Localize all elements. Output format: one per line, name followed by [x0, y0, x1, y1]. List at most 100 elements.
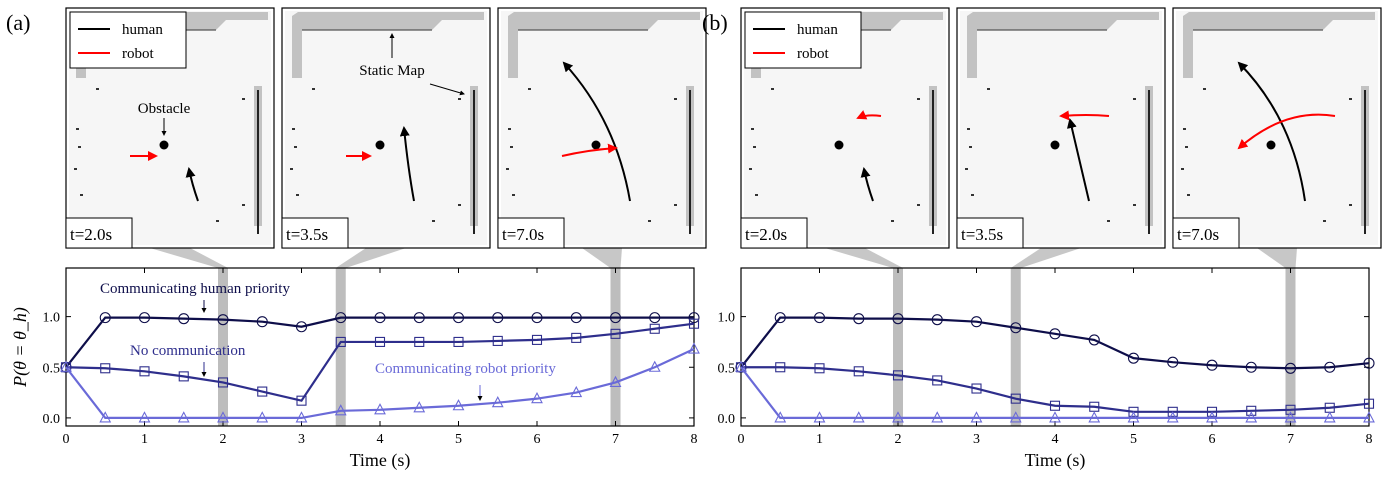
time-label-box [65, 217, 133, 249]
x-tick-label: 5 [455, 432, 462, 447]
data-point-circle [1010, 322, 1022, 334]
snapshot-connector [150, 248, 228, 268]
robot-trajectory [856, 110, 882, 120]
series-label: Communicating robot priority [375, 361, 556, 377]
data-point-circle [892, 313, 904, 325]
map-scan-point [755, 194, 758, 196]
map-wall-top [292, 12, 484, 78]
data-point-triangle [1009, 411, 1022, 423]
data-point-triangle [774, 411, 787, 423]
map-scan-point [506, 168, 509, 170]
legend-robot-label: robot [122, 46, 154, 62]
legend-human-label: human [122, 22, 163, 38]
legend-box [69, 11, 187, 69]
x-tick-label: 2 [895, 432, 902, 447]
map-scan-point [891, 220, 894, 222]
legend-human-label: human [797, 22, 838, 38]
map-scan-point [1187, 194, 1190, 196]
data-point-triangle [1127, 411, 1140, 423]
data-point-circle [1127, 352, 1140, 364]
y-tick-label: 0.0 [43, 412, 61, 427]
data-point-triangle [217, 411, 229, 423]
data-point-triangle [688, 342, 700, 354]
data-point-triangle [413, 401, 426, 413]
x-tick-label: 5 [1130, 432, 1137, 447]
snapshot-b-1: t=3.5s [956, 7, 1166, 249]
map-scan-point [74, 168, 77, 170]
data-point-triangle [931, 411, 944, 423]
data-point-square [1167, 406, 1178, 417]
data-point-circle [1324, 361, 1336, 373]
time-label: t=7.0s [502, 225, 544, 244]
time-label-box [956, 217, 1024, 249]
map-scan-point [510, 146, 513, 148]
x-tick-label: 4 [377, 432, 384, 447]
data-point-circle [1284, 362, 1297, 374]
map-scan-point [749, 168, 752, 170]
data-point-circle [688, 312, 700, 324]
time-label-box [1172, 217, 1240, 249]
x-tick-label: 7 [1287, 432, 1294, 447]
map-scan-point [76, 128, 79, 130]
map-scan-point [753, 146, 756, 148]
static-map-annotation: Static Map [359, 63, 424, 79]
map-scan-point [296, 194, 299, 196]
data-point-circle [335, 312, 347, 324]
time-label-box [740, 217, 808, 249]
snapshot-b-0: t=2.0s human robot [740, 7, 950, 249]
panel-label: (b) [702, 10, 728, 35]
series-line-square [741, 366, 1370, 413]
map-scan-point [674, 204, 677, 206]
data-point-triangle [334, 404, 347, 416]
data-point-square [971, 383, 982, 394]
data-point-square [932, 375, 943, 386]
human-trajectory [562, 61, 631, 202]
data-point-triangle [1245, 411, 1258, 423]
annotations-a: Obstacle Static Map [138, 33, 465, 136]
x-tick-label: 8 [1366, 432, 1373, 447]
human-trajectory [399, 126, 415, 202]
map-scan-point [917, 98, 920, 100]
map-scan-point [512, 194, 515, 196]
map-scan-point [508, 128, 511, 130]
map-scan-point [969, 146, 972, 148]
snapshot-b-2: t=7.0s [1172, 7, 1382, 249]
map-scan-point [1133, 98, 1136, 100]
x-axis-label: Time (s) [1025, 450, 1086, 471]
x-tick-label: 6 [1209, 432, 1216, 447]
time-label: t=2.0s [745, 225, 787, 244]
data-point-square [531, 334, 543, 345]
data-point-square [374, 336, 386, 347]
data-point-circle [138, 312, 151, 324]
x-tick-label: 4 [1052, 432, 1059, 447]
x-tick-label: 1 [816, 432, 823, 447]
snapshot-connector [1257, 248, 1297, 268]
map-scan-point [290, 168, 293, 170]
data-point-triangle [970, 411, 983, 423]
x-tick-label: 1 [141, 432, 148, 447]
data-point-triangle [491, 396, 504, 408]
snapshot-frame [497, 7, 707, 249]
data-point-square [1206, 406, 1218, 417]
map-scan-point [242, 98, 245, 100]
time-highlight-bar [1010, 268, 1021, 426]
map-scan-point [1185, 146, 1188, 148]
data-point-triangle [570, 385, 583, 398]
data-point-square [217, 377, 229, 388]
data-point-circle [774, 312, 786, 324]
data-point-circle [1206, 359, 1218, 371]
data-point-square [1049, 400, 1061, 411]
data-point-circle [970, 316, 983, 328]
obstacle-dot [1050, 140, 1060, 150]
data-point-circle [413, 312, 425, 324]
chart-a: 0 1 2 3 4 5 6 7 8 0.0 0.5 1.0 Time (s) P(θ = θ_h) Comm… [10, 248, 700, 471]
map-scan-point [1183, 128, 1186, 130]
map-floor [285, 11, 487, 245]
data-point-triangle [99, 411, 112, 423]
map-scan-point [1181, 168, 1184, 170]
snapshot-frame [65, 7, 275, 249]
y-tick-label: 1.0 [718, 311, 736, 326]
data-point-circle [374, 312, 386, 324]
map-scan-point [312, 88, 315, 90]
